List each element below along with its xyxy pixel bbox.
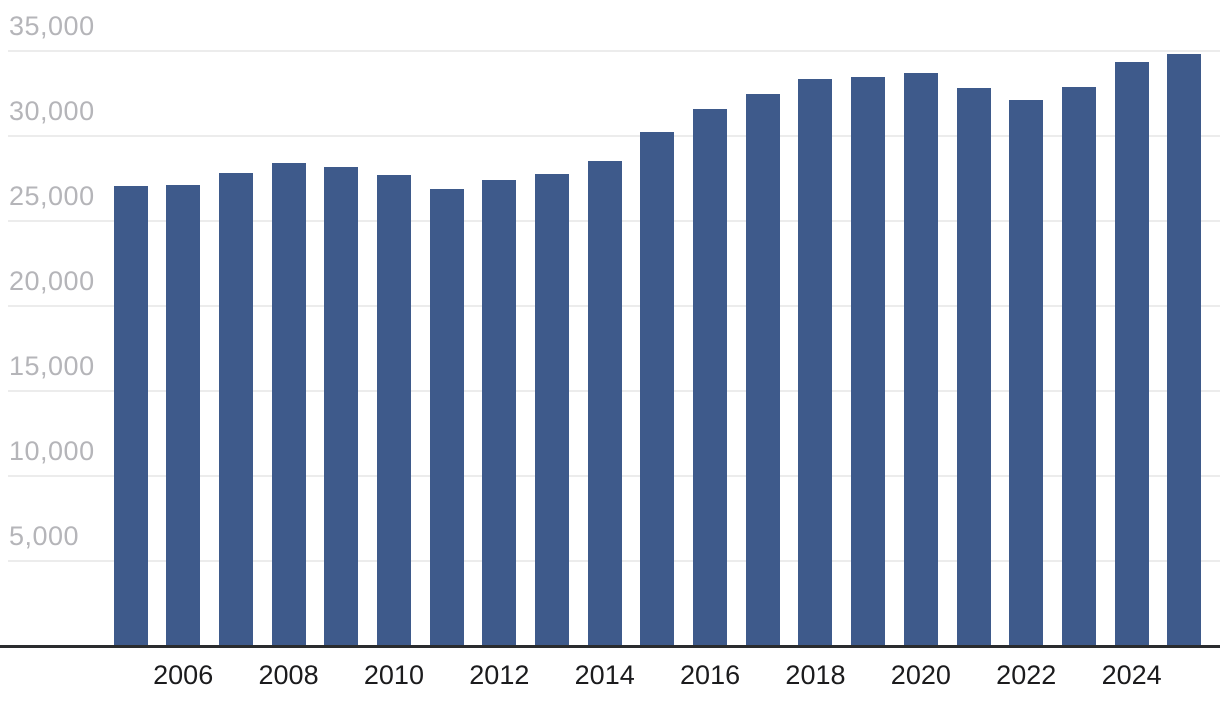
y-tick-label-25000: 25,000	[9, 181, 95, 211]
bar-2022	[1009, 100, 1044, 646]
bar-2020	[903, 73, 938, 646]
bar-2021	[956, 87, 991, 646]
bar-2009	[324, 167, 359, 646]
x-tick-label-2024: 2024	[1101, 660, 1162, 690]
x-tick-label-2008: 2008	[258, 660, 319, 690]
bar-2007	[218, 173, 253, 646]
x-tick-label-2016: 2016	[680, 660, 741, 690]
bar-2025	[1167, 53, 1202, 646]
x-tick-label-2006: 2006	[153, 660, 214, 690]
gridline-30000	[8, 135, 1220, 137]
y-tick-label-35000: 35,000	[9, 11, 95, 41]
x-tick-label-2012: 2012	[469, 660, 530, 690]
bar-2012	[482, 180, 517, 646]
bar-2013	[535, 174, 570, 646]
bar-2017	[745, 93, 780, 646]
x-tick-label-2018: 2018	[785, 660, 846, 690]
bar-2019	[851, 77, 886, 646]
gridline-35000	[8, 50, 1220, 52]
y-tick-label-20000: 20,000	[9, 266, 95, 296]
bar-2006	[166, 185, 201, 646]
y-tick-label-15000: 15,000	[9, 351, 95, 381]
bar-2023	[1061, 86, 1096, 646]
bar-2010	[376, 175, 411, 646]
bar-2018	[798, 79, 833, 646]
bar-2008	[271, 163, 306, 646]
y-tick-label-30000: 30,000	[9, 96, 95, 126]
y-tick-label-5000: 5,000	[9, 521, 80, 551]
bar-2014	[587, 160, 622, 646]
x-axis-line	[0, 645, 1220, 648]
x-tick-label-2014: 2014	[574, 660, 635, 690]
bar-2016	[693, 108, 728, 646]
bar-2015	[640, 131, 675, 646]
bar-2011	[429, 188, 464, 646]
bar-2024	[1114, 62, 1149, 646]
bar-2005	[113, 186, 148, 646]
x-tick-label-2010: 2010	[363, 660, 424, 690]
x-tick-label-2020: 2020	[890, 660, 951, 690]
x-tick-label-2022: 2022	[996, 660, 1057, 690]
y-tick-label-10000: 10,000	[9, 436, 95, 466]
